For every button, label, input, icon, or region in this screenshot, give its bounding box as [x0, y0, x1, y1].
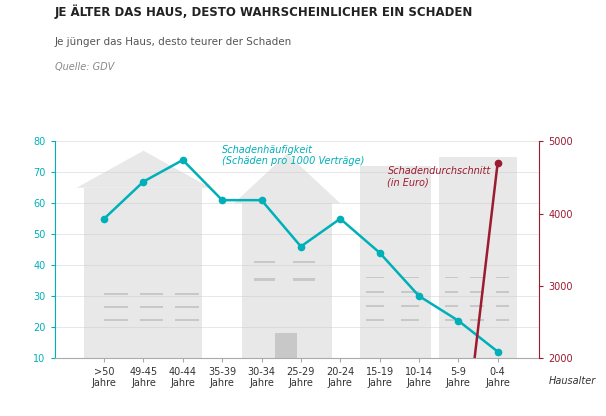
Bar	[293, 261, 315, 263]
Bar	[84, 188, 202, 358]
Bar	[439, 157, 518, 358]
Bar	[470, 277, 484, 278]
Bar	[445, 291, 458, 292]
Bar	[445, 277, 458, 278]
Bar	[496, 319, 510, 321]
Polygon shape	[76, 151, 210, 188]
Bar	[496, 305, 510, 307]
Text: Schadenhäufigkeit
(Schäden pro 1000 Verträge): Schadenhäufigkeit (Schäden pro 1000 Vert…	[222, 145, 365, 166]
Bar	[366, 277, 384, 278]
Bar	[275, 333, 297, 358]
Bar	[139, 305, 163, 308]
Bar	[175, 292, 199, 295]
Bar	[470, 319, 484, 321]
Polygon shape	[234, 154, 340, 203]
Bar	[401, 305, 419, 307]
Bar	[293, 278, 315, 280]
Bar	[139, 292, 163, 295]
Bar	[242, 203, 332, 358]
Text: Quelle: GDV: Quelle: GDV	[55, 62, 114, 72]
Bar	[496, 291, 510, 292]
Bar	[360, 166, 431, 358]
Bar	[254, 278, 275, 280]
Bar	[104, 305, 128, 308]
Bar	[175, 305, 199, 308]
Bar	[445, 319, 458, 321]
Bar	[366, 319, 384, 321]
Bar	[401, 277, 419, 278]
Bar	[104, 292, 128, 295]
Text: Schadendurchschnitt
(in Euro): Schadendurchschnitt (in Euro)	[387, 166, 491, 188]
Bar	[175, 319, 199, 321]
Bar	[470, 291, 484, 292]
Text: Hausalter: Hausalter	[548, 376, 596, 386]
Bar	[401, 319, 419, 321]
Bar	[254, 261, 275, 263]
Bar	[496, 277, 510, 278]
Bar	[366, 291, 384, 292]
Bar	[401, 291, 419, 292]
Bar	[445, 305, 458, 307]
Bar	[366, 305, 384, 307]
Text: JE ÄLTER DAS HAUS, DESTO WAHRSCHEINLICHER EIN SCHADEN: JE ÄLTER DAS HAUS, DESTO WAHRSCHEINLICHE…	[55, 4, 473, 19]
Bar	[104, 319, 128, 321]
Text: Je jünger das Haus, desto teurer der Schaden: Je jünger das Haus, desto teurer der Sch…	[55, 37, 292, 47]
Bar	[139, 319, 163, 321]
Bar	[470, 305, 484, 307]
